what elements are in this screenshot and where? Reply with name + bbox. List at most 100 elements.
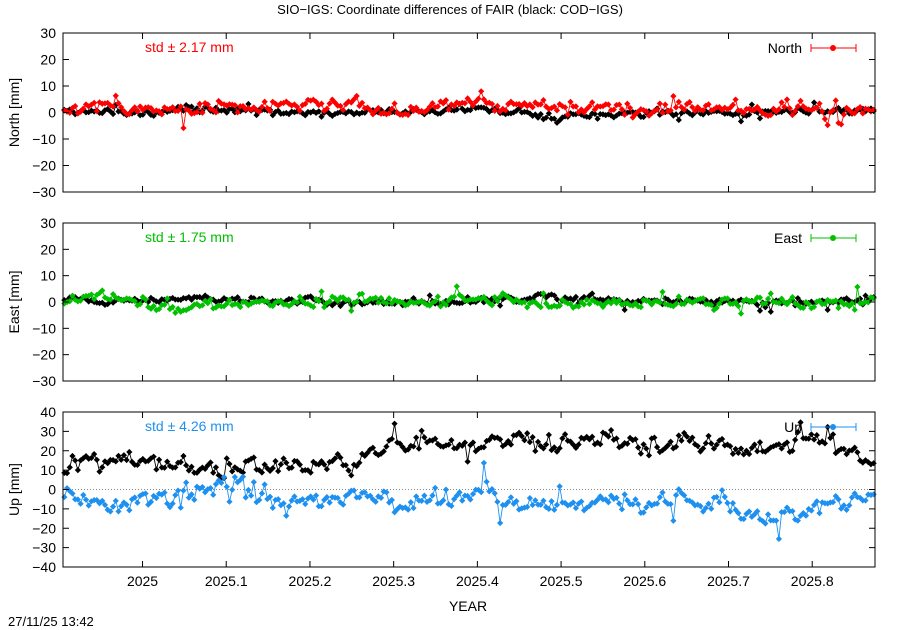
data-point bbox=[524, 503, 531, 511]
x-tick-label: 2025.1 bbox=[205, 573, 248, 589]
data-point bbox=[250, 104, 257, 111]
data-point bbox=[310, 458, 317, 465]
data-point bbox=[778, 445, 785, 452]
data-point bbox=[407, 298, 414, 305]
panel-east: 30 20 10 0 −10 −20 −30 East [mm] std ± 1.75 mm Ea… bbox=[6, 215, 877, 389]
data-point bbox=[497, 519, 504, 527]
data-point bbox=[104, 460, 111, 467]
data-point bbox=[640, 441, 647, 448]
data-point bbox=[640, 509, 647, 516]
data-point bbox=[764, 295, 772, 302]
legend-marker bbox=[810, 44, 857, 52]
data-point bbox=[859, 110, 866, 117]
data-point bbox=[567, 501, 574, 508]
data-point bbox=[80, 105, 87, 112]
data-point bbox=[426, 497, 433, 504]
data-point bbox=[383, 489, 390, 496]
data-point bbox=[172, 492, 179, 499]
data-point bbox=[432, 104, 439, 111]
data-point bbox=[413, 493, 420, 500]
data-point bbox=[147, 455, 155, 462]
data-point bbox=[193, 300, 201, 308]
data-point bbox=[345, 467, 352, 474]
data-point bbox=[862, 457, 869, 464]
data-point bbox=[545, 431, 552, 438]
y-tick-label: 0 bbox=[48, 294, 56, 310]
data-point bbox=[559, 296, 566, 303]
series-green bbox=[61, 283, 877, 317]
data-point bbox=[440, 497, 447, 504]
data-point bbox=[413, 104, 420, 111]
data-point bbox=[865, 459, 872, 466]
data-point bbox=[662, 109, 669, 116]
data-point bbox=[537, 443, 544, 450]
data-point bbox=[672, 300, 680, 308]
data-point bbox=[280, 455, 287, 462]
data-point bbox=[767, 444, 774, 451]
data-point bbox=[402, 447, 409, 454]
data-point bbox=[72, 457, 79, 464]
data-point bbox=[483, 478, 490, 485]
data-point bbox=[811, 436, 818, 443]
data-point bbox=[580, 507, 588, 514]
data-point bbox=[648, 502, 655, 509]
data-point bbox=[101, 294, 109, 301]
data-point bbox=[686, 99, 693, 106]
data-point bbox=[69, 292, 76, 299]
data-point bbox=[589, 433, 596, 440]
data-point bbox=[407, 108, 414, 115]
data-point bbox=[589, 296, 596, 304]
data-point bbox=[862, 292, 869, 299]
data-point bbox=[797, 97, 804, 104]
data-point bbox=[654, 444, 661, 451]
data-point bbox=[469, 490, 477, 498]
data-point bbox=[832, 492, 839, 500]
data-point bbox=[732, 299, 739, 306]
data-point bbox=[461, 100, 469, 107]
data-point bbox=[77, 297, 84, 304]
data-point bbox=[670, 92, 677, 100]
data-point bbox=[61, 297, 68, 304]
data-point bbox=[266, 107, 274, 115]
data-point bbox=[716, 104, 723, 111]
data-point bbox=[613, 435, 620, 442]
data-point bbox=[737, 118, 745, 125]
data-point bbox=[848, 300, 856, 307]
data-point bbox=[800, 509, 807, 517]
data-point bbox=[340, 299, 347, 306]
data-point bbox=[405, 446, 412, 453]
data-point bbox=[700, 111, 707, 118]
data-point bbox=[413, 434, 420, 441]
data-point bbox=[718, 435, 726, 443]
data-point bbox=[718, 487, 726, 494]
data-point bbox=[605, 298, 612, 305]
data-point bbox=[413, 299, 420, 306]
data-point bbox=[746, 450, 753, 458]
data-point bbox=[762, 520, 769, 527]
data-point bbox=[829, 431, 837, 438]
data-point bbox=[700, 295, 707, 302]
data-point bbox=[112, 458, 119, 465]
data-point bbox=[526, 295, 533, 302]
data-point bbox=[478, 489, 485, 496]
data-point bbox=[421, 434, 428, 441]
data-point bbox=[367, 107, 374, 114]
data-point bbox=[383, 300, 390, 307]
data-point bbox=[572, 293, 580, 300]
data-point bbox=[388, 435, 395, 443]
data-point bbox=[602, 112, 609, 119]
data-point bbox=[694, 442, 701, 450]
data-point bbox=[304, 495, 312, 502]
data-point bbox=[756, 294, 764, 301]
data-point bbox=[708, 298, 715, 305]
y-tick-label: 0 bbox=[48, 482, 56, 498]
data-point bbox=[578, 106, 585, 113]
data-point bbox=[204, 101, 211, 108]
data-point bbox=[705, 432, 712, 440]
data-point bbox=[391, 420, 398, 427]
data-point bbox=[586, 300, 593, 308]
data-point bbox=[613, 112, 620, 119]
data-point bbox=[155, 490, 163, 497]
data-point bbox=[80, 293, 87, 300]
data-point bbox=[591, 106, 598, 113]
